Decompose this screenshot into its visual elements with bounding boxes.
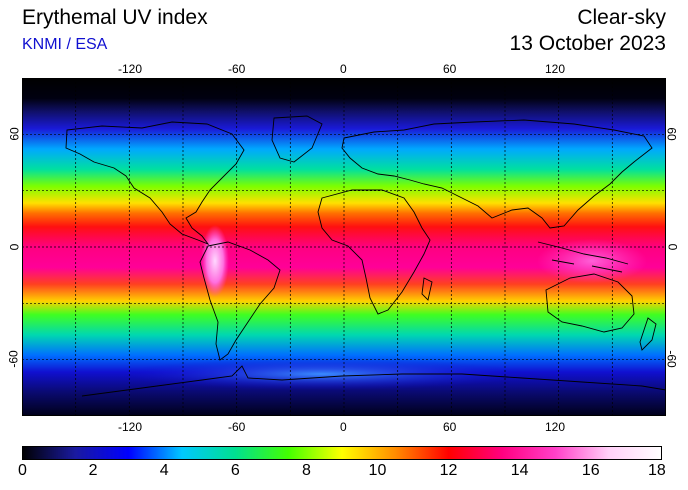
lat-tick-right: 0 <box>665 243 680 251</box>
colorbar-tick-label: 10 <box>368 462 387 479</box>
lon-tick-bottom: 0 <box>340 420 347 434</box>
lon-tick-top: 120 <box>545 62 566 76</box>
lon-tick-bottom: 60 <box>443 420 457 434</box>
colorbar-tick-label: 6 <box>230 462 240 479</box>
sky-condition-label: Clear-sky <box>577 6 666 29</box>
map-date: 13 October 2023 <box>509 32 666 55</box>
antarctic-uv-band <box>122 358 522 390</box>
lat-tick-left: 0 <box>7 243 22 251</box>
coastlines <box>65 115 666 397</box>
lon-tick-bottom: 120 <box>545 420 566 434</box>
lat-tick-left: -60 <box>6 350 21 368</box>
coastline-madagascar <box>421 277 433 301</box>
coastline-greenland <box>271 115 323 163</box>
coastline-antarctica <box>81 365 666 397</box>
lon-tick-top: -60 <box>228 62 246 76</box>
uv-colorbar <box>22 446 662 460</box>
coastline-africa <box>317 189 431 315</box>
colorbar-tick-label: 4 <box>159 462 169 479</box>
colorbar-frame <box>22 446 662 460</box>
lon-tick-top: 60 <box>443 62 457 76</box>
andes-uv-maximum <box>201 225 229 297</box>
lon-tick-top: 0 <box>340 62 347 76</box>
map-title: Erythemal UV index <box>22 6 208 29</box>
colorbar-gradient <box>22 446 662 460</box>
colorbar-tick-label: 18 <box>648 462 666 479</box>
coastline-new-zealand <box>639 317 657 351</box>
lon-tick-bottom: -120 <box>118 420 143 434</box>
coastline-australia <box>545 273 635 333</box>
coastline-south-america <box>199 241 281 361</box>
coastline-europe-asia <box>341 119 653 229</box>
lat-tick-right: -60 <box>664 350 679 368</box>
colorbar-tick-label: 8 <box>301 462 311 479</box>
lon-tick-bottom: -60 <box>228 420 246 434</box>
maritime-continent-uv-high <box>537 239 647 283</box>
lat-tick-right: 60 <box>664 127 679 141</box>
lat-tick-left: 60 <box>7 127 22 141</box>
colorbar-tick-label: 14 <box>510 462 529 479</box>
colorbar-tick-label: 12 <box>439 462 458 479</box>
map-frame <box>22 78 666 416</box>
graticule <box>22 78 666 416</box>
coastline-north-america <box>65 121 245 246</box>
colorbar-tick-label: 0 <box>18 462 27 479</box>
lon-tick-top: -120 <box>118 62 143 76</box>
coastline-indonesia <box>537 241 629 273</box>
uv-index-map <box>22 78 666 416</box>
data-source-label: KNMI / ESA <box>22 36 108 53</box>
colorbar-tick-label: 2 <box>88 462 98 479</box>
colorbar-tick-label: 16 <box>581 462 600 479</box>
